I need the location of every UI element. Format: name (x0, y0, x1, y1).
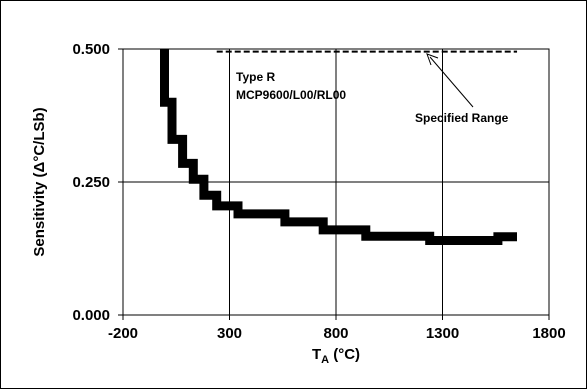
x-tick-label: 1800 (532, 325, 565, 342)
y-tick-label: 0.000 (72, 307, 110, 324)
specified-range-arrowhead (426, 53, 439, 66)
series-line (160, 49, 517, 245)
series-label-line1: Type R (236, 70, 275, 84)
x-tick-label: 1300 (426, 325, 459, 342)
specified-range-label: Specified Range (415, 111, 509, 125)
x-tick-label: -200 (108, 325, 138, 342)
specified-range-arrow (429, 56, 474, 108)
x-axis-title-subscript: A (321, 354, 329, 366)
y-tick-label: 0.250 (72, 174, 110, 191)
series-layer (160, 49, 517, 245)
y-axis-title: Sensitivity (Δ°C/LSb) (31, 107, 48, 256)
y-tick-label: 0.500 (72, 41, 110, 58)
x-tick-label: 300 (217, 325, 242, 342)
x-axis-title-main: T (312, 346, 321, 363)
x-axis-title-unit: (°C) (329, 346, 360, 363)
y-axis-ticks: 0.000 0.250 0.500 (72, 41, 123, 324)
x-axis-title: TA (°C) (312, 346, 360, 366)
series-label-line2: MCP9600/L00/RL00 (236, 88, 346, 102)
x-tick-label: 800 (323, 325, 348, 342)
x-axis-ticks: -200 300 800 1300 1800 (108, 315, 566, 342)
